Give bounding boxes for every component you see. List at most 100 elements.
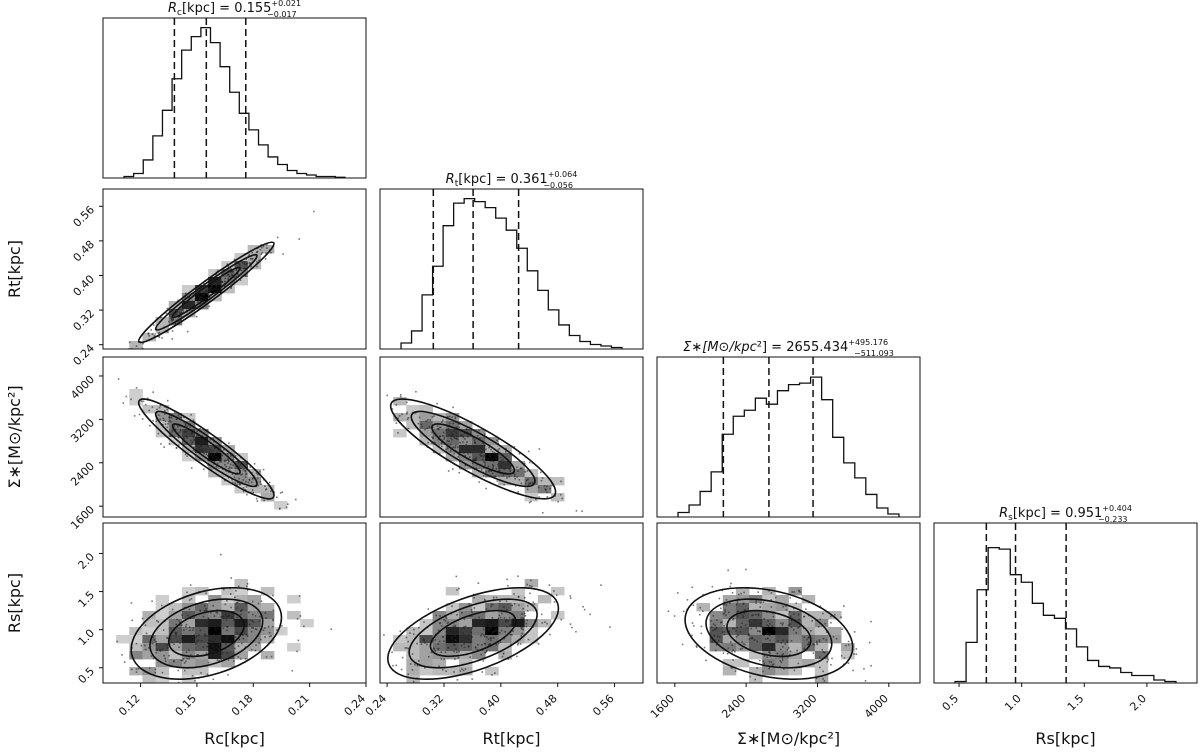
sample-point — [541, 511, 544, 514]
sample-point — [206, 285, 209, 288]
density-cell — [234, 461, 249, 470]
sample-point — [413, 628, 415, 631]
sample-point — [264, 485, 266, 487]
sample-point — [525, 625, 528, 628]
sample-point — [191, 431, 193, 434]
sample-point — [799, 591, 801, 594]
sample-point — [490, 457, 492, 460]
sample-point — [265, 252, 267, 255]
sample-point — [196, 654, 199, 656]
sample-point — [417, 422, 420, 425]
sample-point — [480, 455, 482, 457]
sample-point — [237, 656, 240, 658]
sample-point — [193, 634, 196, 636]
y-tick-label: 4000 — [68, 373, 97, 402]
sample-point — [270, 490, 272, 493]
density-cell — [181, 651, 196, 660]
sample-point — [264, 612, 267, 614]
sample-point — [457, 455, 460, 458]
sample-point — [485, 650, 488, 653]
sample-point — [242, 479, 245, 481]
sample-point — [490, 627, 492, 630]
sample-point — [161, 648, 164, 650]
sample-point — [248, 611, 250, 614]
density-cell — [749, 651, 763, 660]
x-tick-label: 2400 — [719, 692, 748, 721]
sample-point — [797, 662, 800, 665]
sample-point — [237, 272, 239, 275]
sample-point — [451, 447, 453, 449]
sample-point — [463, 626, 466, 628]
sample-point — [175, 312, 178, 314]
density-cell — [524, 477, 539, 486]
sample-point — [743, 591, 745, 594]
panel-content — [116, 553, 333, 683]
sample-point — [484, 433, 486, 436]
density-cell — [511, 619, 526, 628]
sample-point — [766, 638, 769, 640]
sample-point — [468, 638, 470, 640]
sample-point — [451, 637, 454, 640]
sample-point — [732, 659, 734, 661]
sample-point — [228, 460, 230, 463]
sample-point — [842, 605, 845, 607]
sample-point — [431, 426, 434, 428]
sample-point — [207, 454, 210, 457]
sample-point — [495, 624, 498, 626]
sample-point — [822, 651, 824, 653]
sample-point — [164, 410, 166, 412]
sample-point — [787, 646, 790, 649]
density-cell — [524, 485, 539, 494]
sample-point — [478, 481, 481, 483]
sample-point — [170, 319, 173, 322]
sample-point — [793, 591, 795, 593]
sample-point — [468, 633, 470, 636]
sample-point — [208, 453, 210, 455]
density-cell — [498, 461, 512, 470]
density-cell — [472, 595, 486, 604]
sample-point — [487, 628, 490, 631]
sample-point — [165, 312, 168, 315]
sample-point — [840, 655, 843, 657]
sample-point — [174, 632, 177, 635]
sample-point — [803, 636, 806, 638]
sample-point — [462, 435, 464, 437]
contour-level-1 — [431, 423, 516, 475]
sample-point — [454, 625, 456, 628]
sample-point — [779, 648, 782, 651]
sample-point — [510, 624, 512, 626]
sample-point — [455, 692, 457, 694]
density-cell — [458, 437, 473, 446]
sample-point — [407, 673, 410, 676]
sample-point — [501, 655, 504, 658]
sample-point — [815, 640, 818, 643]
density-cell — [195, 643, 209, 652]
x-tick-label: 0.48 — [533, 692, 560, 719]
sample-point — [470, 609, 473, 611]
sample-point — [453, 453, 455, 455]
sample-point — [415, 390, 417, 393]
y-tick-label: 0.5 — [76, 665, 98, 687]
sample-point — [457, 632, 459, 635]
sample-point — [522, 607, 524, 610]
sample-point — [492, 457, 495, 460]
sample-point — [187, 639, 189, 641]
sample-point — [213, 627, 216, 630]
sample-point — [784, 643, 787, 645]
sample-point — [191, 442, 193, 445]
sample-point — [435, 614, 437, 617]
density-cell — [749, 635, 763, 644]
sample-point — [718, 636, 721, 638]
sample-point — [197, 654, 200, 656]
sample-point — [406, 411, 408, 414]
sample-point — [716, 635, 719, 638]
sample-point — [783, 668, 785, 670]
sample-point — [231, 274, 233, 276]
sample-point — [527, 638, 530, 641]
sample-point — [239, 658, 242, 660]
density-cell — [181, 595, 196, 604]
sample-point — [816, 643, 819, 646]
sample-point — [496, 630, 498, 632]
sample-point — [464, 454, 466, 457]
density-cell — [406, 421, 420, 430]
